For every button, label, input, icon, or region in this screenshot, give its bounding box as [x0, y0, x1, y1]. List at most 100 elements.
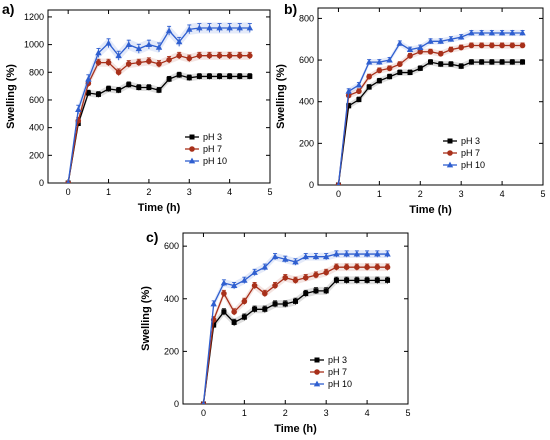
data-point	[252, 306, 258, 312]
y-tick-label: 0	[309, 180, 314, 190]
plot-frame	[47, 9, 271, 184]
data-point	[468, 59, 474, 65]
legend-label: pH 3	[203, 132, 222, 142]
data-point	[345, 87, 352, 94]
data-point	[125, 41, 132, 47]
x-tick-label: 5	[540, 189, 545, 199]
data-point	[176, 72, 182, 78]
data-point	[356, 97, 362, 103]
data-point	[448, 61, 454, 67]
series-ph-10	[201, 250, 391, 404]
data-point	[206, 52, 213, 59]
data-point	[344, 277, 350, 283]
legend-marker	[446, 161, 454, 168]
y-tick-label: 0	[39, 178, 44, 188]
legend-marker	[314, 369, 320, 375]
data-point	[156, 61, 162, 67]
y-tick-label: 1000	[24, 40, 44, 50]
data-point	[366, 73, 372, 80]
panel-label: b)	[284, 1, 297, 17]
x-tick-label: 1	[106, 187, 111, 197]
data-point	[236, 24, 243, 31]
data-point	[498, 29, 506, 36]
y-tick-label: 200	[299, 138, 314, 148]
data-point	[313, 272, 319, 278]
data-point	[227, 73, 233, 79]
data-point	[246, 24, 254, 31]
data-point	[302, 253, 309, 260]
data-point	[407, 70, 413, 76]
data-point	[136, 85, 142, 91]
data-point	[386, 56, 393, 63]
data-point	[241, 276, 248, 283]
x-tick-label: 5	[267, 187, 272, 197]
data-point	[95, 49, 102, 56]
data-point	[136, 59, 142, 66]
data-point	[520, 59, 526, 65]
x-tick-label: 0	[201, 408, 206, 418]
data-point	[262, 290, 268, 297]
data-point	[66, 179, 71, 183]
legend-label: pH 3	[461, 136, 480, 146]
data-point	[135, 45, 143, 52]
data-point	[488, 29, 496, 36]
data-point	[458, 44, 464, 51]
data-point	[374, 250, 381, 257]
x-tick-label: 4	[227, 187, 232, 197]
panel-label: c)	[146, 229, 158, 245]
data-point	[186, 55, 193, 62]
data-point	[397, 70, 403, 76]
legend-marker	[313, 380, 321, 387]
plot-frame	[182, 232, 409, 405]
panel-label: a)	[2, 1, 14, 17]
x-tick-label: 4	[365, 408, 370, 418]
y-axis-title: Swelling (%)	[140, 286, 152, 351]
legend-marker	[314, 357, 320, 363]
series-ph-7	[200, 263, 391, 404]
data-point	[115, 69, 122, 76]
data-point	[364, 277, 370, 283]
y-tick-label: 0	[174, 399, 179, 409]
data-point	[333, 264, 340, 271]
x-tick-label: 4	[500, 189, 505, 199]
data-point	[437, 51, 444, 57]
data-point	[155, 43, 163, 50]
data-point	[241, 314, 247, 320]
data-point	[303, 291, 309, 297]
data-point	[354, 277, 360, 283]
data-point	[231, 319, 237, 325]
x-tick-label: 3	[324, 408, 329, 418]
data-point	[236, 52, 243, 59]
data-point	[226, 52, 233, 59]
data-point	[196, 73, 202, 79]
legend-label: pH 7	[203, 144, 222, 154]
data-point	[166, 76, 172, 82]
data-point	[448, 46, 454, 53]
series-ph-3	[335, 59, 526, 185]
legend-marker	[447, 150, 453, 156]
legend-label: pH 7	[461, 148, 480, 158]
data-point	[216, 52, 223, 59]
data-point	[396, 40, 404, 46]
data-point	[126, 82, 132, 88]
data-point	[271, 253, 279, 260]
data-point	[343, 264, 350, 271]
series-ph-7	[65, 51, 253, 183]
y-tick-label: 200	[164, 346, 179, 356]
data-point	[231, 309, 237, 315]
data-point	[333, 277, 339, 283]
data-point	[115, 52, 122, 59]
data-point	[437, 37, 444, 44]
legend-label: pH 10	[461, 160, 485, 170]
data-point	[165, 27, 173, 34]
data-point	[363, 250, 371, 257]
data-point	[282, 301, 288, 307]
data-point	[376, 78, 382, 84]
data-point	[201, 400, 206, 404]
data-point	[196, 52, 203, 59]
data-point	[386, 65, 393, 72]
data-point	[186, 75, 192, 81]
data-point	[323, 269, 329, 276]
data-point	[206, 24, 213, 31]
